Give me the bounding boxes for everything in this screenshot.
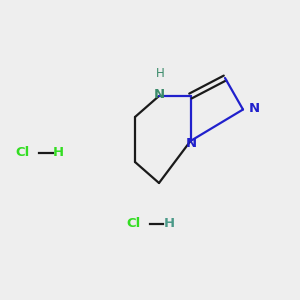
Text: H: H — [156, 67, 165, 80]
Text: N: N — [249, 102, 260, 116]
Text: Cl: Cl — [15, 146, 30, 160]
Text: Cl: Cl — [126, 217, 141, 230]
Text: N: N — [185, 137, 197, 150]
Text: N: N — [153, 88, 165, 101]
Text: H: H — [53, 146, 64, 160]
Text: H: H — [164, 217, 175, 230]
